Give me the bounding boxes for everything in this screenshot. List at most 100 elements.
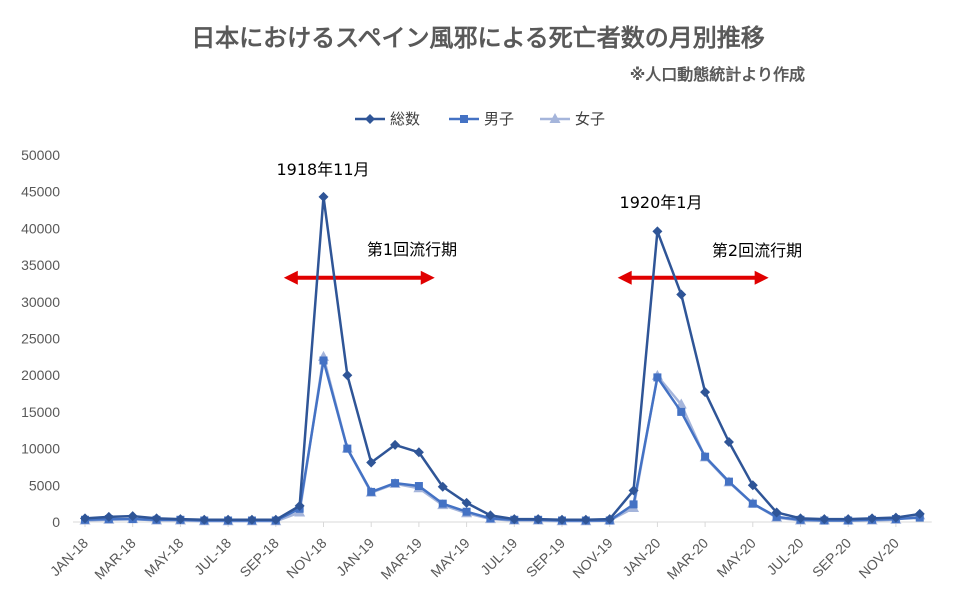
data-point (914, 508, 925, 519)
data-point (628, 485, 639, 496)
data-point (462, 507, 471, 516)
y-tick-label: 20000 (21, 367, 60, 383)
chart-subtitle: ※人口動態統計より作成 (630, 65, 805, 84)
x-tick-label: NOV-20 (855, 535, 902, 582)
data-point (103, 511, 114, 522)
data-point (795, 513, 806, 524)
series-line (84, 359, 920, 522)
data-point (724, 477, 733, 486)
data-point (843, 514, 854, 525)
annotation-peak-1: 1918年11月 (276, 160, 369, 179)
data-point (390, 439, 401, 450)
data-point (294, 500, 305, 511)
x-tick-label: SEP-18 (236, 535, 282, 581)
data-point (80, 513, 90, 524)
data-point (890, 512, 901, 523)
data-point (413, 447, 424, 458)
x-tick-label: JAN-19 (333, 535, 377, 579)
legend: 総数 男子 女子 (355, 110, 605, 128)
data-point (700, 387, 711, 398)
legend-item: 男子 (449, 110, 514, 128)
annotation-wave-1: 第1回流行期 (367, 240, 457, 259)
data-point (533, 514, 544, 525)
data-point (151, 513, 162, 524)
x-tick-label: NOV-18 (283, 535, 330, 582)
data-point (438, 499, 447, 508)
y-tick-label: 45000 (21, 184, 60, 200)
x-tick-label: JUL-18 (191, 535, 234, 578)
x-tick-label: SEP-19 (523, 535, 569, 581)
data-point (246, 514, 257, 525)
legend-item: 総数 (355, 110, 420, 128)
data-point (319, 356, 328, 365)
y-tick-label: 15000 (21, 404, 60, 420)
data-point (723, 436, 734, 447)
data-point (867, 513, 878, 524)
y-tick-label: 0 (52, 514, 60, 530)
data-point (175, 514, 186, 525)
data-point (437, 481, 448, 492)
data-point (367, 487, 376, 496)
x-tick-label: MAR-20 (664, 535, 712, 583)
series-group (79, 191, 926, 526)
legend-item: 女子 (540, 110, 605, 128)
data-point (199, 514, 210, 525)
data-point (391, 479, 400, 488)
data-point (557, 514, 567, 525)
data-point (604, 514, 615, 525)
annotation-wave-2: 第2回流行期 (712, 241, 802, 260)
legend-label: 男子 (484, 110, 514, 128)
data-point (366, 457, 377, 468)
x-tick-label: MAY-18 (141, 535, 187, 581)
data-point (343, 444, 352, 453)
x-tick-label: NOV-19 (569, 535, 616, 582)
y-tick-label: 40000 (21, 220, 60, 236)
y-tick-label: 50000 (21, 147, 60, 163)
data-point (270, 514, 281, 525)
annotation-peak-2: 1920年1月 (620, 193, 703, 212)
x-tick-label: MAY-19 (427, 535, 473, 581)
series-male (81, 356, 924, 525)
series-female (79, 350, 926, 526)
x-tick-label: SEP-20 (809, 535, 855, 581)
y-tick-label: 5000 (29, 477, 60, 493)
x-tick-label: MAY-20 (713, 535, 759, 581)
series-line (84, 355, 920, 523)
data-point (223, 514, 234, 525)
data-point (676, 289, 687, 300)
data-point (509, 514, 520, 525)
x-tick-label: MAR-19 (377, 535, 425, 583)
chart-title: 日本におけるスペイン風邪による死亡者数の月別推移 (191, 24, 765, 52)
x-tick-label: JAN-18 (47, 535, 91, 579)
y-tick-label: 25000 (21, 331, 60, 347)
y-tick-label: 10000 (21, 441, 60, 457)
data-point (485, 510, 496, 521)
data-point (819, 514, 830, 525)
x-axis: JAN-18 MAR-18 MAY-18 JUL-18 SEP-18 NOV-18 JAN-… (47, 521, 932, 583)
data-point (748, 499, 757, 508)
x-tick-label: JAN-20 (619, 535, 663, 579)
data-point (701, 452, 710, 461)
arrows (283, 270, 769, 285)
x-tick-label: JUL-20 (763, 535, 806, 578)
data-point (747, 480, 758, 491)
data-point (629, 500, 638, 509)
period-arrow (283, 270, 435, 285)
x-tick-label: JUL-19 (477, 535, 520, 578)
y-axis: 0 5000 10000 15000 20000 25000 30000 35000 40000… (21, 147, 60, 530)
legend-marker (365, 114, 375, 124)
data-point (653, 373, 662, 382)
y-tick-label: 30000 (21, 294, 60, 310)
legend-marker (460, 115, 468, 123)
data-point (342, 370, 353, 381)
data-point (318, 191, 329, 202)
y-tick-label: 35000 (21, 257, 60, 273)
x-tick-label: MAR-18 (91, 535, 139, 583)
data-point (414, 482, 423, 491)
series-total (80, 191, 925, 525)
data-point (652, 226, 663, 237)
data-point (461, 497, 472, 508)
data-point (771, 507, 782, 518)
legend-label: 総数 (390, 110, 420, 128)
